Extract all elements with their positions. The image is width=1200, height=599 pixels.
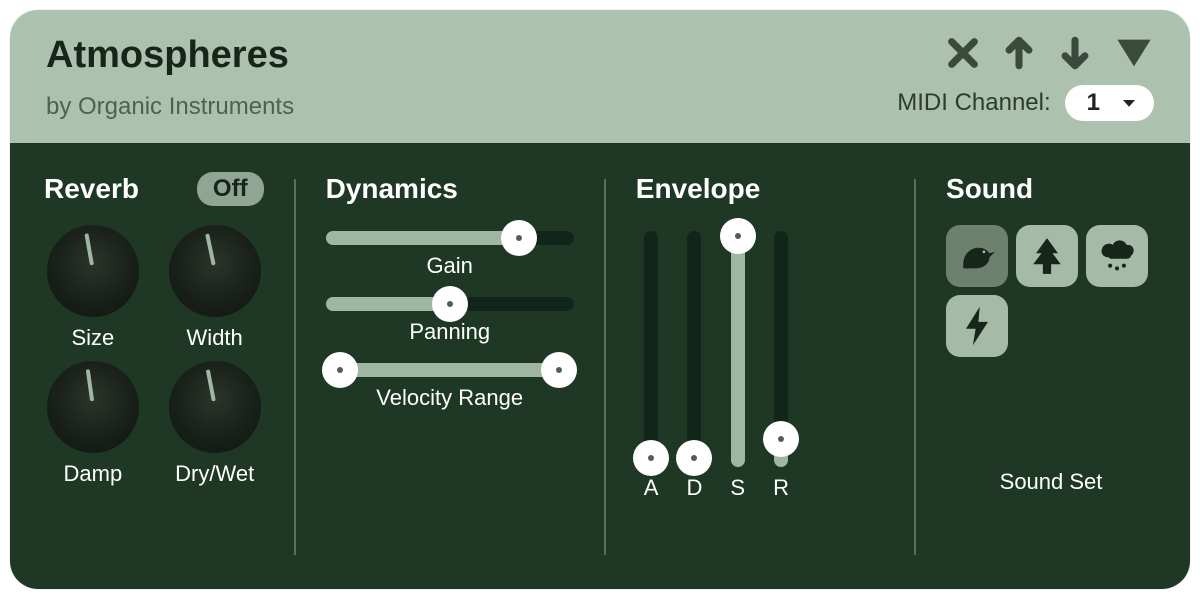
sound-rain[interactable]: [1086, 225, 1148, 287]
slider-label: Velocity Range: [376, 385, 523, 411]
plugin-panel: Atmospheres by Organic Instruments MIDI …: [10, 10, 1190, 589]
section-divider: [294, 179, 296, 555]
slider-velocity-track[interactable]: [326, 363, 574, 377]
env-s: S: [730, 231, 745, 511]
env-a: A: [644, 231, 659, 511]
knob-label: Size: [71, 325, 114, 351]
section-dynamics: Dynamics Gain Panning: [326, 167, 574, 575]
section-reverb: Reverb Off Size Width Damp Dry/: [44, 167, 264, 575]
plugin-header: Atmospheres by Organic Instruments MIDI …: [10, 10, 1190, 143]
sound-lightning[interactable]: [946, 295, 1008, 357]
sound-icon-grid: [946, 225, 1156, 357]
slider-panning-track[interactable]: [326, 297, 574, 311]
midi-channel-select[interactable]: 1: [1065, 85, 1154, 121]
slider-label: S: [730, 475, 745, 501]
slider-thumb[interactable]: [676, 440, 712, 476]
midi-channel-value: 1: [1087, 89, 1100, 117]
rain-icon: [1095, 234, 1139, 278]
section-title: Sound: [946, 173, 1033, 205]
sound-tree[interactable]: [1016, 225, 1078, 287]
section-sound: Sound: [946, 167, 1156, 575]
slider-label: Gain: [426, 253, 472, 279]
slider-thumb-high[interactable]: [541, 352, 577, 388]
slider-fill: [731, 236, 745, 467]
slider-fill: [326, 231, 520, 245]
knob-damp-dial[interactable]: [47, 361, 139, 453]
midi-channel-row: MIDI Channel: 1: [897, 85, 1154, 121]
knob-drywet: Dry/Wet: [166, 361, 264, 487]
sound-bird[interactable]: [946, 225, 1008, 287]
reverb-toggle[interactable]: Off: [197, 172, 264, 206]
knob-width-dial[interactable]: [169, 225, 261, 317]
envelope-sliders: A D S: [636, 231, 884, 511]
collapse-triangle-icon[interactable]: [1114, 36, 1154, 75]
slider-velocity-range: Velocity Range: [326, 363, 574, 411]
header-icon-row: [946, 36, 1154, 75]
slider-label: A: [644, 475, 659, 501]
section-divider: [914, 179, 916, 555]
section-title-row: Reverb Off: [44, 167, 264, 211]
env-r: R: [773, 231, 789, 511]
slider-thumb[interactable]: [633, 440, 669, 476]
section-title-row: Sound: [946, 167, 1156, 211]
env-d: D: [686, 231, 702, 511]
slider-thumb[interactable]: [720, 218, 756, 254]
slider-thumb[interactable]: [763, 421, 799, 457]
knob-size: Size: [44, 225, 142, 351]
section-title-row: Dynamics: [326, 167, 574, 211]
section-title: Envelope: [636, 173, 760, 205]
tree-icon: [1025, 234, 1069, 278]
slider-gain: Gain: [326, 231, 574, 279]
knob-size-dial[interactable]: [47, 225, 139, 317]
env-s-track[interactable]: [731, 231, 745, 467]
plugin-body: Reverb Off Size Width Damp Dry/: [10, 143, 1190, 589]
section-divider: [604, 179, 606, 555]
section-title: Reverb: [44, 173, 139, 205]
bird-icon: [955, 234, 999, 278]
section-title: Dynamics: [326, 173, 458, 205]
env-a-track[interactable]: [644, 231, 658, 467]
env-d-track[interactable]: [687, 231, 701, 467]
chevron-down-icon: [1120, 94, 1138, 112]
midi-channel-label: MIDI Channel:: [897, 89, 1050, 117]
knob-drywet-dial[interactable]: [169, 361, 261, 453]
knob-label: Width: [187, 325, 243, 351]
env-r-track[interactable]: [774, 231, 788, 467]
slider-thumb[interactable]: [501, 220, 537, 256]
section-envelope: Envelope A D: [636, 167, 884, 575]
knob-label: Dry/Wet: [175, 461, 254, 487]
knob-width: Width: [166, 225, 264, 351]
close-icon[interactable]: [946, 36, 980, 75]
slider-gain-track[interactable]: [326, 231, 574, 245]
slider-label: Panning: [409, 319, 490, 345]
knob-damp: Damp: [44, 361, 142, 487]
section-title-row: Envelope: [636, 167, 884, 211]
arrow-down-icon[interactable]: [1058, 36, 1092, 75]
slider-thumb[interactable]: [432, 286, 468, 322]
slider-panning: Panning: [326, 297, 574, 345]
sound-set-label: Sound Set: [946, 469, 1156, 495]
lightning-icon: [955, 304, 999, 348]
reverb-knob-grid: Size Width Damp Dry/Wet: [44, 225, 264, 487]
slider-label: D: [686, 475, 702, 501]
slider-label: R: [773, 475, 789, 501]
slider-thumb-low[interactable]: [322, 352, 358, 388]
knob-label: Damp: [64, 461, 123, 487]
slider-fill: [340, 363, 558, 377]
arrow-up-icon[interactable]: [1002, 36, 1036, 75]
